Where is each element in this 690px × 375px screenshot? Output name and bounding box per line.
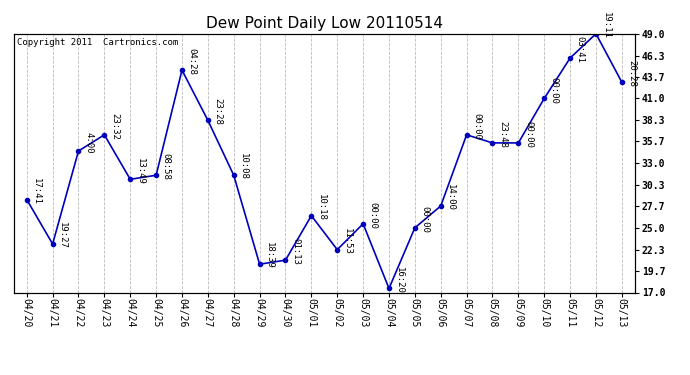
- Text: 14:00: 14:00: [446, 184, 455, 211]
- Text: 03:41: 03:41: [575, 36, 584, 63]
- Text: 4:00: 4:00: [84, 132, 93, 153]
- Text: 00:00: 00:00: [368, 202, 377, 229]
- Text: 17:41: 17:41: [32, 178, 41, 205]
- Text: 00:00: 00:00: [524, 121, 533, 148]
- Text: 19:27: 19:27: [58, 222, 67, 249]
- Text: 23:28: 23:28: [213, 99, 222, 125]
- Text: 01:13: 01:13: [291, 238, 300, 265]
- Text: 23:48: 23:48: [498, 121, 507, 148]
- Text: 00:00: 00:00: [472, 113, 481, 140]
- Text: 18:39: 18:39: [265, 242, 274, 269]
- Title: Dew Point Daily Low 20110514: Dew Point Daily Low 20110514: [206, 16, 443, 31]
- Text: 19:11: 19:11: [602, 12, 611, 39]
- Text: Copyright 2011  Cartronics.com: Copyright 2011 Cartronics.com: [17, 38, 178, 46]
- Text: 16:20: 16:20: [395, 267, 404, 294]
- Text: 00:00: 00:00: [420, 206, 429, 233]
- Text: 20:28: 20:28: [627, 60, 636, 87]
- Text: 10:08: 10:08: [239, 153, 248, 180]
- Text: 08:58: 08:58: [161, 153, 170, 180]
- Text: 11:53: 11:53: [343, 228, 352, 255]
- Text: 10:18: 10:18: [317, 194, 326, 221]
- Text: 13:49: 13:49: [136, 158, 145, 184]
- Text: 00:00: 00:00: [550, 76, 559, 104]
- Text: 04:28: 04:28: [188, 48, 197, 75]
- Text: 23:32: 23:32: [110, 113, 119, 140]
